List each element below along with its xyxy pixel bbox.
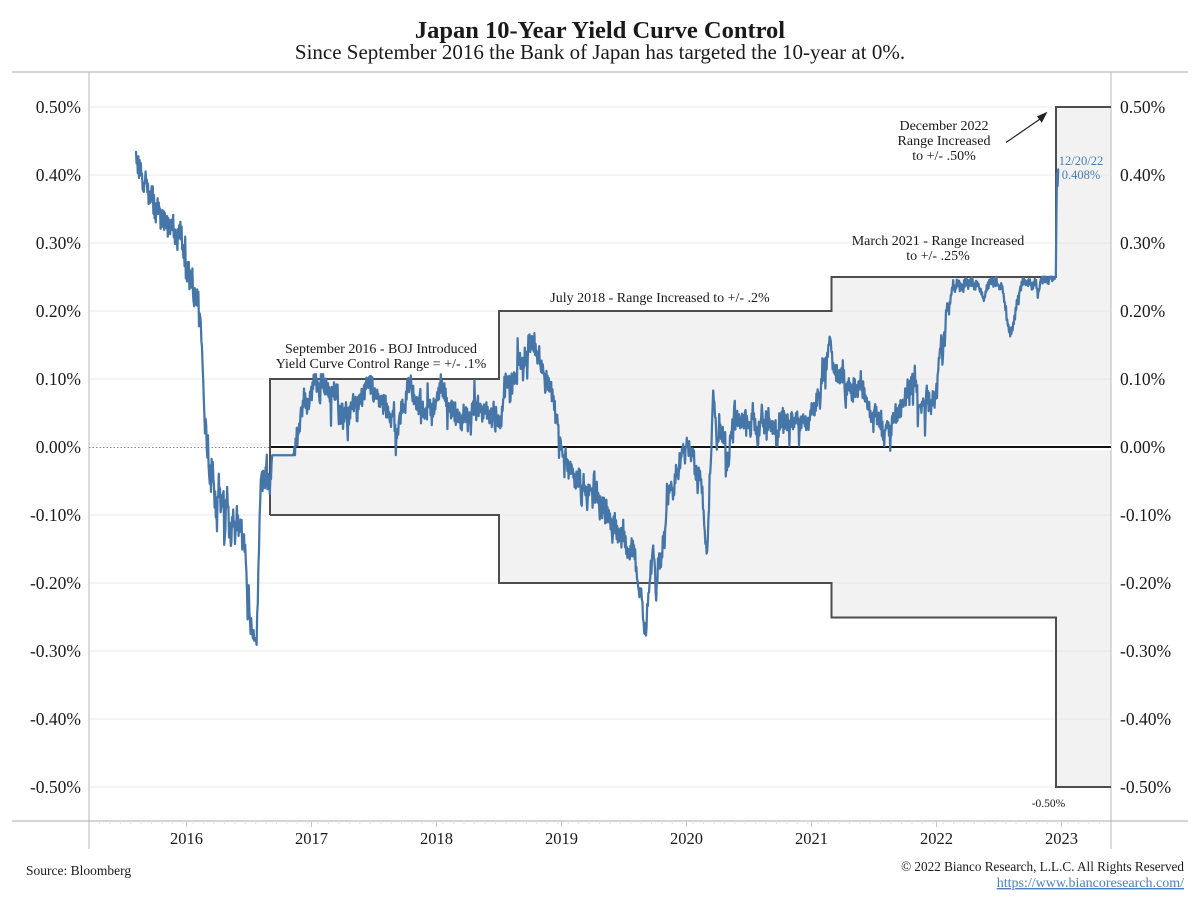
svg-text:-0.30%: -0.30% [1120, 641, 1171, 661]
svg-text:2020: 2020 [670, 829, 703, 848]
svg-text:2019: 2019 [545, 829, 578, 848]
svg-text:-0.50%: -0.50% [1120, 777, 1171, 797]
svg-text:September 2016 - BOJ Introduce: September 2016 - BOJ Introduced [285, 342, 477, 357]
svg-text:2017: 2017 [295, 829, 328, 848]
svg-text:to +/- .25%: to +/- .25% [906, 249, 970, 264]
svg-text:-0.10%: -0.10% [1120, 505, 1171, 525]
svg-text:-0.20%: -0.20% [1120, 573, 1171, 593]
svg-text:0.10%: 0.10% [36, 369, 81, 389]
svg-text:0.00%: 0.00% [1120, 437, 1165, 457]
svg-text:https://www.biancoresearch.com: https://www.biancoresearch.com/ [997, 876, 1184, 891]
svg-text:0.408%: 0.408% [1062, 168, 1101, 182]
svg-text:-0.30%: -0.30% [30, 641, 81, 661]
svg-text:-0.20%: -0.20% [30, 573, 81, 593]
svg-text:2021: 2021 [795, 829, 828, 848]
svg-text:0.30%: 0.30% [1120, 233, 1165, 253]
svg-text:0.40%: 0.40% [1120, 165, 1165, 185]
svg-text:December 2022: December 2022 [899, 119, 988, 134]
svg-text:Since September 2016 the Bank: Since September 2016 the Bank of Japan h… [295, 40, 905, 64]
svg-text:0.20%: 0.20% [1120, 301, 1165, 321]
svg-text:March 2021 - Range Increased: March 2021 - Range Increased [852, 234, 1025, 249]
svg-text:2018: 2018 [420, 829, 453, 848]
svg-text:-0.10%: -0.10% [30, 505, 81, 525]
svg-text:-0.50%: -0.50% [30, 777, 81, 797]
svg-text:0.50%: 0.50% [1120, 97, 1165, 117]
svg-text:Source: Bloomberg: Source: Bloomberg [26, 863, 131, 878]
svg-text:2016: 2016 [170, 829, 203, 848]
svg-text:Yield Curve Control Range = +/: Yield Curve Control Range = +/- .1% [276, 357, 487, 372]
svg-text:0.30%: 0.30% [36, 233, 81, 253]
svg-text:0.40%: 0.40% [36, 165, 81, 185]
svg-text:2022: 2022 [920, 829, 953, 848]
svg-text:Japan 10-Year Yield Curve Cont: Japan 10-Year Yield Curve Control [415, 17, 785, 44]
svg-text:0.10%: 0.10% [1120, 369, 1165, 389]
svg-text:-0.40%: -0.40% [1120, 709, 1171, 729]
svg-text:© 2022 Bianco Research, L.L.C.: © 2022 Bianco Research, L.L.C. All Right… [901, 859, 1184, 874]
svg-text:-0.50%: -0.50% [1032, 798, 1066, 810]
svg-text:Range Increased: Range Increased [898, 134, 991, 149]
svg-text:12/20/22: 12/20/22 [1059, 154, 1103, 168]
svg-text:-0.40%: -0.40% [30, 709, 81, 729]
svg-text:0.50%: 0.50% [36, 97, 81, 117]
svg-text:2023: 2023 [1045, 829, 1078, 848]
svg-text:0.00%: 0.00% [36, 437, 81, 457]
svg-text:July 2018 - Range Increased to: July 2018 - Range Increased to +/- .2% [550, 291, 770, 306]
svg-text:to +/- .50%: to +/- .50% [912, 149, 976, 164]
svg-text:0.20%: 0.20% [36, 301, 81, 321]
